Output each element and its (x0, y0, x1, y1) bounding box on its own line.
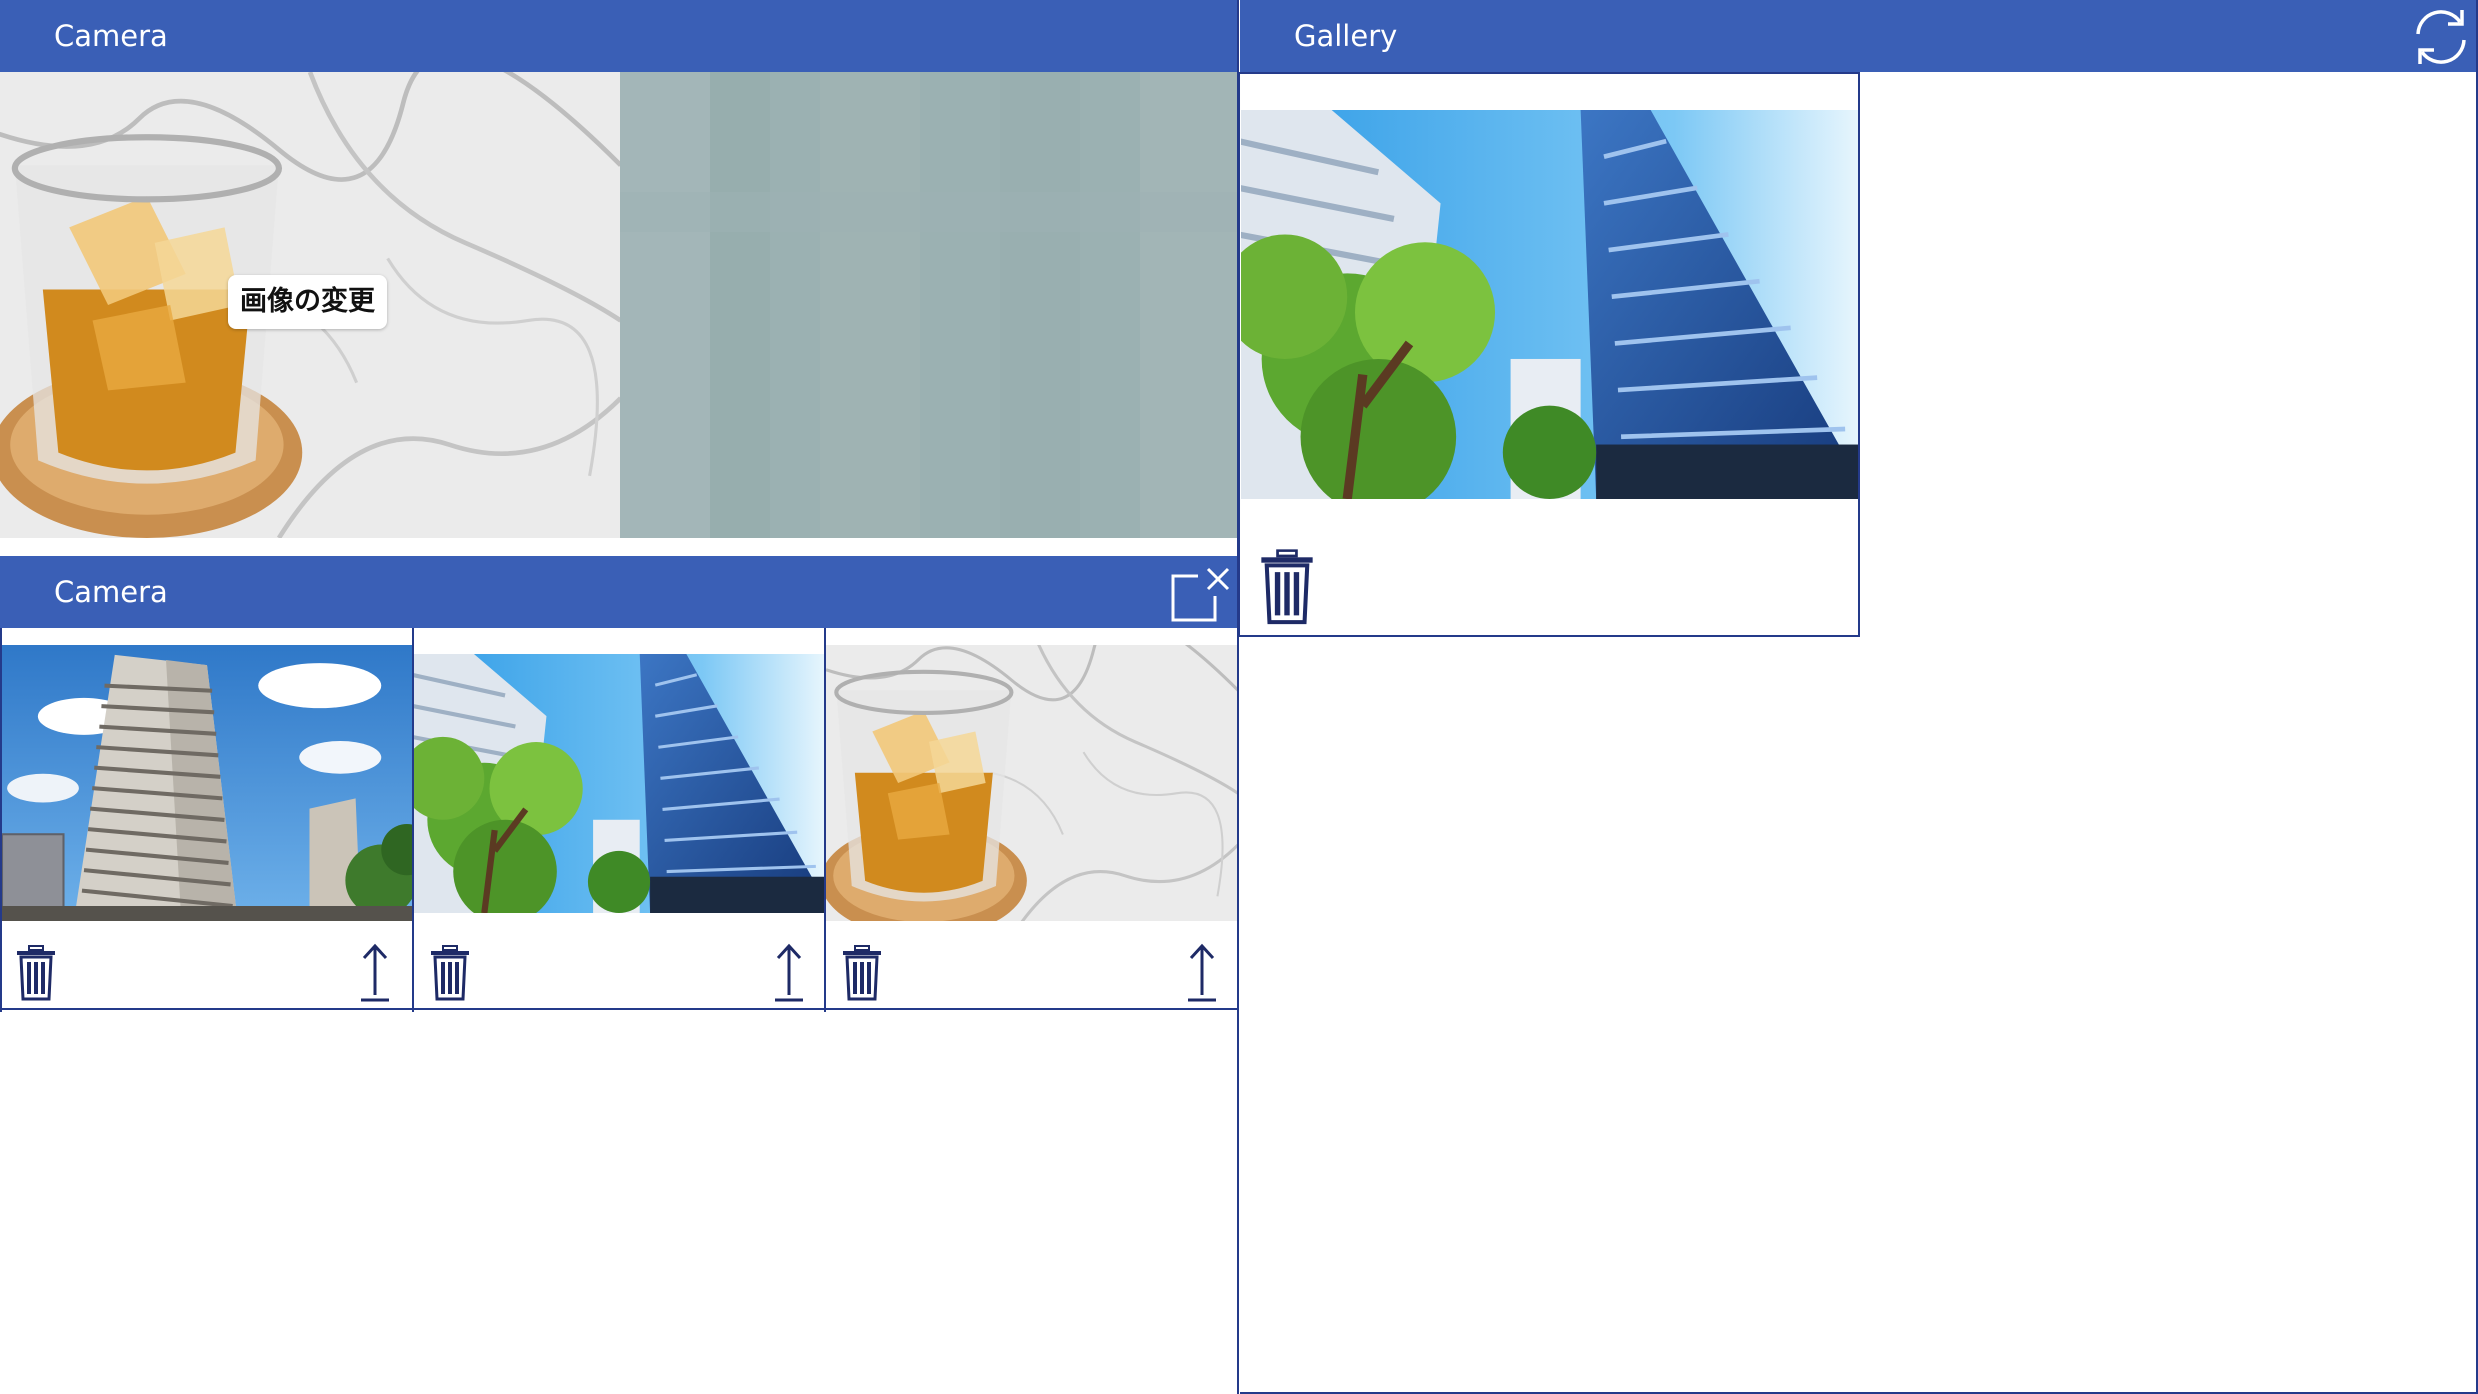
gallery-item-photo-tower[interactable] (1241, 110, 1858, 499)
camera-preview (620, 72, 1239, 538)
gallery-title: Gallery (1294, 19, 1398, 53)
change-image-button[interactable]: 画像の変更 (228, 275, 387, 329)
close-popout-icon[interactable] (1170, 564, 1232, 622)
trash-icon[interactable] (842, 945, 882, 1001)
list-item-photo-tower[interactable] (414, 654, 824, 913)
camera-list-header: Camera (0, 556, 1239, 628)
camera-list-divider-1 (412, 628, 414, 1012)
upload-arrow-icon[interactable] (355, 943, 395, 1003)
trash-icon[interactable] (430, 945, 470, 1001)
camera-list-bottom-border (0, 1008, 1238, 1010)
camera-list-divider-2 (824, 628, 826, 1012)
list-item-photo-apartment[interactable] (2, 645, 412, 921)
list-item-photo-whiskey[interactable] (826, 645, 1238, 921)
trash-icon[interactable] (16, 945, 56, 1001)
upload-arrow-icon[interactable] (1182, 943, 1222, 1003)
gallery-header: Gallery (1240, 0, 2476, 72)
camera-list-title: Camera (54, 575, 168, 609)
upload-arrow-icon[interactable] (769, 943, 809, 1003)
gallery-panel: Gallery (1240, 0, 2478, 1394)
camera-panel-title: Camera (54, 19, 168, 53)
camera-panel-header: Camera (0, 0, 1239, 72)
camera-list-left-border (0, 628, 2, 1012)
camera-list-panel: Camera (0, 556, 1239, 1394)
pane-divider (1237, 0, 1239, 1394)
camera-panel: Camera 画像の変更 (0, 0, 1239, 540)
refresh-icon[interactable] (2410, 6, 2472, 68)
trash-icon[interactable] (1260, 549, 1314, 625)
